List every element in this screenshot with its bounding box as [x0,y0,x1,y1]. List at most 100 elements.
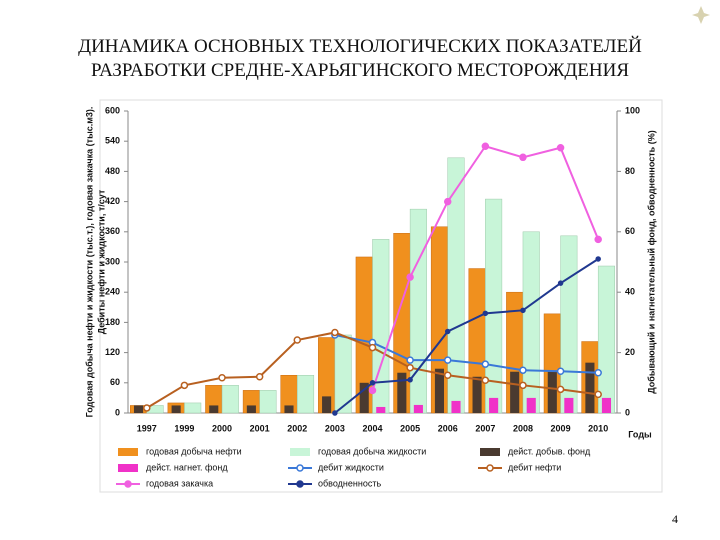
point [407,377,413,383]
bar [184,402,202,414]
legend-label: обводненность [318,478,381,488]
bar [409,208,427,414]
bar [601,397,612,413]
series-line [334,334,599,374]
legend-swatch [118,464,138,472]
legend-label: дейст. добыв. фонд [508,446,591,456]
bar [564,397,574,413]
point [332,410,338,416]
y-tick-label: 360 [105,226,120,236]
point [443,356,452,364]
x-tick-label: 2000 [212,423,232,433]
bar [133,405,144,413]
legend-swatch [296,464,304,472]
x-tick-label: 2002 [287,423,307,433]
legend-label: дебит нефти [508,462,561,472]
bar [597,265,615,414]
bar [297,375,315,414]
bar [372,239,390,414]
point [595,256,601,262]
y2-tick-label: 60 [625,226,635,236]
page-number: 4 [672,512,678,526]
point [368,343,377,352]
x-tick-label: 2001 [250,423,270,433]
legend-label: годовая добыча нефти [146,446,242,456]
y-tick-label: 300 [105,256,120,266]
point [556,367,565,375]
point [406,356,414,364]
y2-tick-label: 40 [625,287,635,297]
point [369,380,376,386]
x-tick-label: 2004 [362,423,382,433]
point [406,273,414,281]
point [331,328,339,337]
x-axis-label: Годы [628,429,652,439]
y2-tick-label: 80 [625,166,635,176]
point [556,385,565,394]
point [594,368,602,377]
bar [472,376,482,413]
legend-swatch [296,480,304,488]
point [556,143,565,152]
bar [547,371,557,413]
bar [359,382,369,413]
point [293,336,302,344]
bar [322,396,332,413]
x-tick-label: 1999 [174,423,194,433]
point [481,376,490,385]
x-tick-label: 2005 [400,423,420,433]
point [255,373,264,381]
point [218,374,226,382]
bar [560,235,578,414]
legend-swatch [124,480,132,488]
y2-tick-label: 100 [625,105,640,115]
y-tick-label: 180 [105,317,120,327]
point [481,360,490,368]
legend-label: дейст. нагнет. фонд [146,462,228,472]
y-tick-label: 540 [105,136,120,146]
y-axis-label: Годовая добыча нефти и жидкости (тыс.т.)… [84,107,94,418]
x-tick-label: 2010 [588,423,608,433]
bar [171,405,181,413]
legend-label: дебит жидкости [318,462,384,472]
bar [246,405,256,413]
y-tick-label: 600 [105,105,120,115]
point [594,235,602,244]
point [443,197,452,206]
point [519,381,527,390]
y2-tick-label: 20 [625,347,635,357]
y-tick-label: 420 [105,196,120,206]
point [482,310,489,317]
point [557,280,564,286]
point [180,381,189,390]
y2-axis-label: Добывающий и нагнетательный фонд, обводн… [646,130,656,393]
legend-swatch [118,448,138,456]
legend-swatch [290,448,310,456]
point [481,142,490,150]
legend-swatch [486,464,494,472]
bar [434,368,445,413]
point [444,328,451,335]
y-tick-label: 0 [115,407,120,417]
bar [526,397,536,413]
y-axis-label: Дебиты нефти и жидкости, т/сут [96,189,106,334]
bar [451,400,461,413]
x-tick-label: 2003 [325,423,345,433]
legend-label: годовая добыча жидкости [318,446,426,456]
y-tick-label: 120 [105,347,120,357]
bar [585,362,595,413]
point [594,390,602,399]
point [143,404,151,412]
bar [413,404,423,413]
title-line: ДИНАМИКА ОСНОВНЫХ ТЕХНОЛОГИЧЕСКИХ ПОКАЗА… [78,36,642,57]
y-tick-label: 60 [110,377,120,387]
y-tick-label: 240 [105,287,120,297]
point [368,386,377,395]
legend-label: годовая закачка [146,478,213,488]
bar [284,405,294,413]
bar [221,385,239,414]
point [520,307,526,314]
bar [209,405,219,413]
